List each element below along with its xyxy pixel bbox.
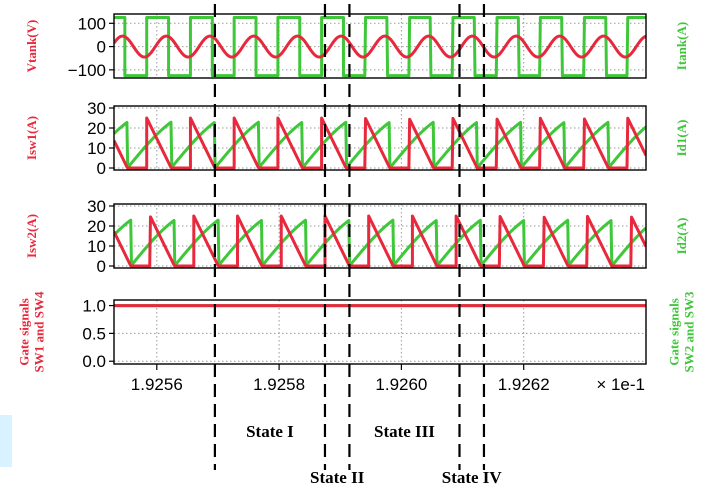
y-tick-label: 20 <box>87 119 106 138</box>
y-tick-label: 1.0 <box>82 297 106 316</box>
x-tick-label: 1.9262 <box>498 375 550 394</box>
right-axis-label: SW2 and SW3 <box>682 291 697 372</box>
y-tick-label: 30 <box>87 99 106 118</box>
y-tick-label: 0.5 <box>82 324 106 343</box>
y-tick-label: 20 <box>87 217 106 236</box>
left-axis-label: Isw2(A) <box>24 214 39 258</box>
state-label: State III <box>374 422 435 441</box>
y-tick-label: 0 <box>97 159 106 178</box>
series-layer <box>114 15 646 308</box>
y-tick-label: 0 <box>97 38 106 57</box>
state-label: State I <box>246 422 294 441</box>
x-tick-label: 1.9256 <box>131 375 183 394</box>
y-tick-label: 10 <box>87 237 106 256</box>
y-tick-label: 100 <box>78 14 106 33</box>
y-tick-label: −100 <box>68 61 106 80</box>
label-layer: Vtank(V) Itank(A) Isw1(A) Id1(A) Isw2(A) Id2(… <box>17 20 697 373</box>
y-tick-label: 0 <box>97 257 106 276</box>
right-axis-label: Id2(A) <box>674 218 689 255</box>
right-axis-label: Id1(A) <box>674 120 689 157</box>
left-axis-label: Isw1(A) <box>24 116 39 160</box>
y-tick-label: 10 <box>87 139 106 158</box>
panel-frame-sw1 <box>113 105 647 171</box>
y-tick-label: 30 <box>87 197 106 216</box>
x-scale-label: × 1e-1 <box>596 375 645 394</box>
left-axis-label: Gate signals <box>17 298 32 366</box>
grid-layer <box>114 14 646 364</box>
x-tick-label: 1.9260 <box>375 375 427 394</box>
left-axis-label: Vtank(V) <box>24 20 39 73</box>
right-axis-label: Gate signals <box>667 298 682 366</box>
x-tick-label: 1.9258 <box>253 375 305 394</box>
left-axis-label: SW1 and SW4 <box>32 291 47 372</box>
state-label: State IV <box>442 468 503 487</box>
state-label: State II <box>310 468 365 487</box>
panel-frame-gate <box>113 299 647 365</box>
right-axis-label: Itank(A) <box>674 22 689 70</box>
state-layer: State I State II State III State IV <box>213 4 503 487</box>
series-line-tank-green <box>114 15 646 78</box>
series-line-sw1-green <box>114 120 646 170</box>
left-edge-strip <box>0 415 12 467</box>
frame-layer <box>113 13 647 365</box>
panel-frame-sw2 <box>113 203 647 269</box>
series-line-tank-red <box>114 34 646 59</box>
series-line-sw2-red <box>114 214 646 268</box>
y-tick-label: 0.0 <box>82 352 106 371</box>
series-line-sw1-red <box>114 116 646 170</box>
